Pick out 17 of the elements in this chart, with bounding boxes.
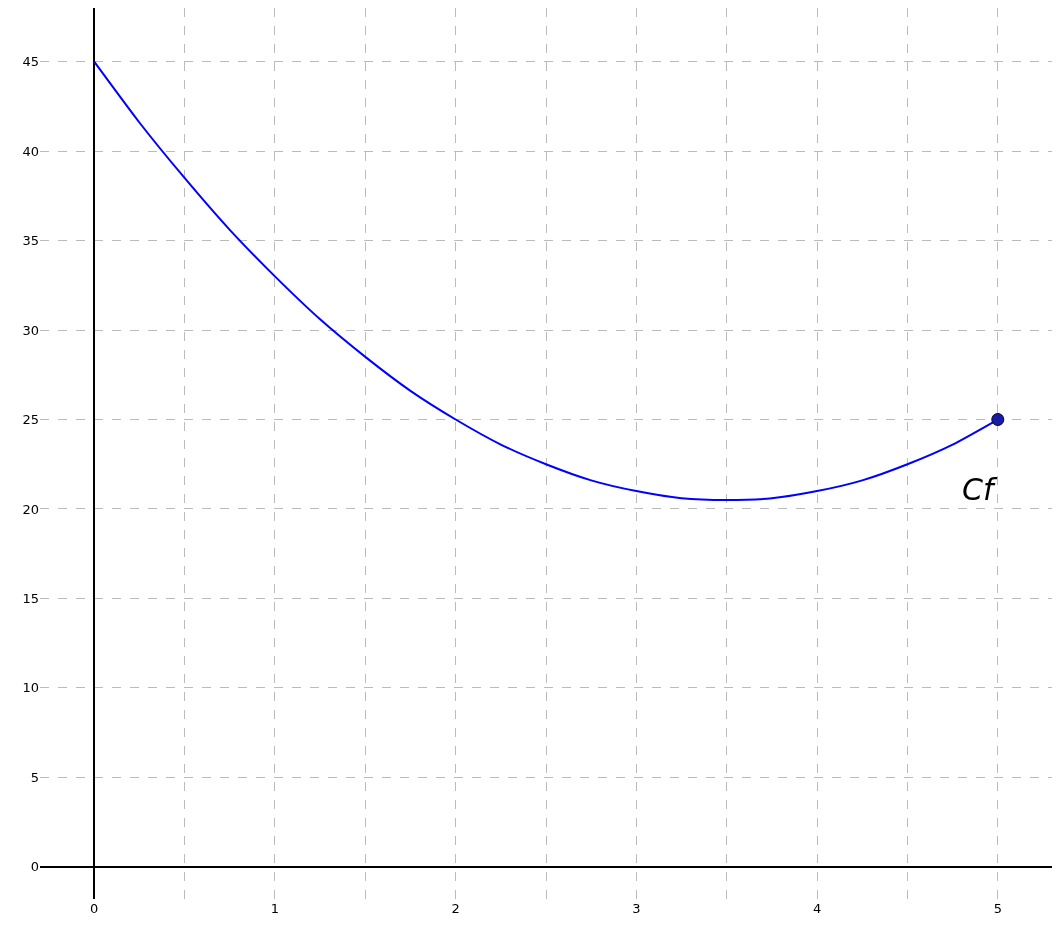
y-tick-label: 40 bbox=[22, 143, 39, 159]
y-tick-label: 45 bbox=[22, 54, 39, 70]
x-tick-label: 3 bbox=[632, 901, 641, 916]
x-tick-label: 2 bbox=[451, 901, 460, 916]
y-tick-label: 0 bbox=[30, 859, 39, 875]
y-tick-label: 5 bbox=[30, 769, 39, 785]
x-tick-label: 4 bbox=[812, 901, 822, 916]
x-tick-label: 1 bbox=[270, 901, 280, 916]
x-tick-label: 5 bbox=[993, 901, 1002, 916]
y-tick-label: 15 bbox=[22, 590, 39, 606]
series-label: Cf bbox=[962, 472, 998, 507]
y-tick-label: 25 bbox=[22, 412, 39, 428]
y-tick-label: 35 bbox=[22, 233, 39, 249]
y-tick-label: 20 bbox=[22, 501, 39, 517]
y-tick-label: 30 bbox=[22, 322, 39, 338]
y-tick-label: 10 bbox=[22, 680, 39, 696]
x-tick-label: 0 bbox=[90, 901, 99, 916]
